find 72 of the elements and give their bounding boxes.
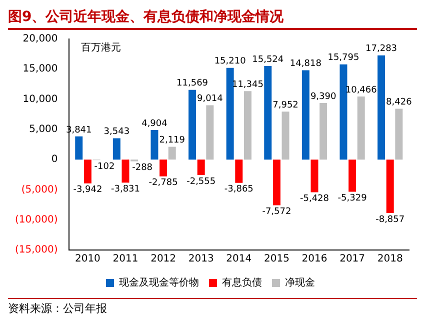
x-tick-label: 2011 xyxy=(112,254,138,265)
data-label: 9,014 xyxy=(197,94,224,104)
data-label: -2,785 xyxy=(148,178,178,188)
data-label: -8,857 xyxy=(376,214,405,225)
data-label: 8,426 xyxy=(386,98,412,108)
bar xyxy=(348,160,356,192)
y-tick-label: 0 xyxy=(51,154,58,166)
annotation: 百万港元 xyxy=(80,42,121,54)
data-label: -3,942 xyxy=(73,185,102,196)
x-tick-label: 2017 xyxy=(340,254,366,265)
data-label: -7,572 xyxy=(262,207,292,218)
bar xyxy=(168,146,176,160)
y-tick-label: (10,000) xyxy=(14,214,58,226)
data-label: 17,283 xyxy=(366,44,398,54)
bar xyxy=(395,108,403,160)
bar xyxy=(244,91,252,160)
bar xyxy=(340,64,348,160)
bar xyxy=(282,112,290,160)
bar xyxy=(206,105,214,160)
bar xyxy=(357,96,365,160)
data-label: -2,555 xyxy=(186,176,216,187)
bar xyxy=(226,68,234,160)
legend-label: 有息负债 xyxy=(222,276,262,289)
y-tick-label: 20,000 xyxy=(22,34,58,45)
data-label: -5,428 xyxy=(300,194,330,204)
y-tick-label: (5,000) xyxy=(21,184,58,196)
bar xyxy=(235,160,243,183)
text: 资料来源：公司年报 xyxy=(8,298,417,316)
bar xyxy=(75,136,83,160)
x-tick-label: 2014 xyxy=(226,254,252,265)
bar xyxy=(150,130,158,160)
bar xyxy=(264,66,272,160)
bar xyxy=(84,160,92,184)
bar xyxy=(378,55,386,160)
bar xyxy=(386,160,394,213)
data-label: 3,543 xyxy=(104,127,130,138)
y-tick-label: 10,000 xyxy=(22,94,58,105)
x-tick-label: 2013 xyxy=(188,254,214,265)
y-tick-label: (15,000) xyxy=(14,244,58,256)
x-tick-label: 2016 xyxy=(302,254,328,265)
legend-label: 净现金 xyxy=(285,276,315,289)
bar xyxy=(188,90,196,160)
y-tick-label: 5,000 xyxy=(29,124,58,136)
bar xyxy=(310,160,318,192)
x-tick-label: 2018 xyxy=(377,254,403,265)
data-label: 15,795 xyxy=(328,53,360,64)
bar xyxy=(112,138,120,160)
legend-label: 现金及现金等价物 xyxy=(119,276,199,289)
data-label: -5,329 xyxy=(338,194,368,204)
data-label: -102 xyxy=(94,162,115,172)
bar xyxy=(302,70,310,160)
x-tick-label: 2010 xyxy=(74,254,100,265)
bar xyxy=(320,102,328,160)
data-label: 11,569 xyxy=(176,78,208,89)
x-tick-label: 2012 xyxy=(150,254,176,265)
chart-title: 图9、公司近年现金、有息负债和净现金情况 xyxy=(8,8,417,30)
data-label: -3,865 xyxy=(224,184,254,195)
y-tick-label: 15,000 xyxy=(22,64,58,75)
bar xyxy=(160,160,168,176)
bar xyxy=(197,160,205,175)
data-label: 9,390 xyxy=(310,92,336,102)
data-label: 7,952 xyxy=(272,100,298,110)
data-label: 15,524 xyxy=(252,54,284,65)
bar xyxy=(272,160,280,206)
bar xyxy=(122,160,130,183)
x-tick-label: 2015 xyxy=(264,254,290,265)
data-label: 14,818 xyxy=(290,59,322,70)
data-label: -3,831 xyxy=(110,184,140,195)
data-label: -288 xyxy=(132,163,153,174)
data-label: 2,119 xyxy=(159,136,186,146)
data-label: 4,904 xyxy=(142,118,168,129)
data-label: 15,210 xyxy=(214,56,246,67)
